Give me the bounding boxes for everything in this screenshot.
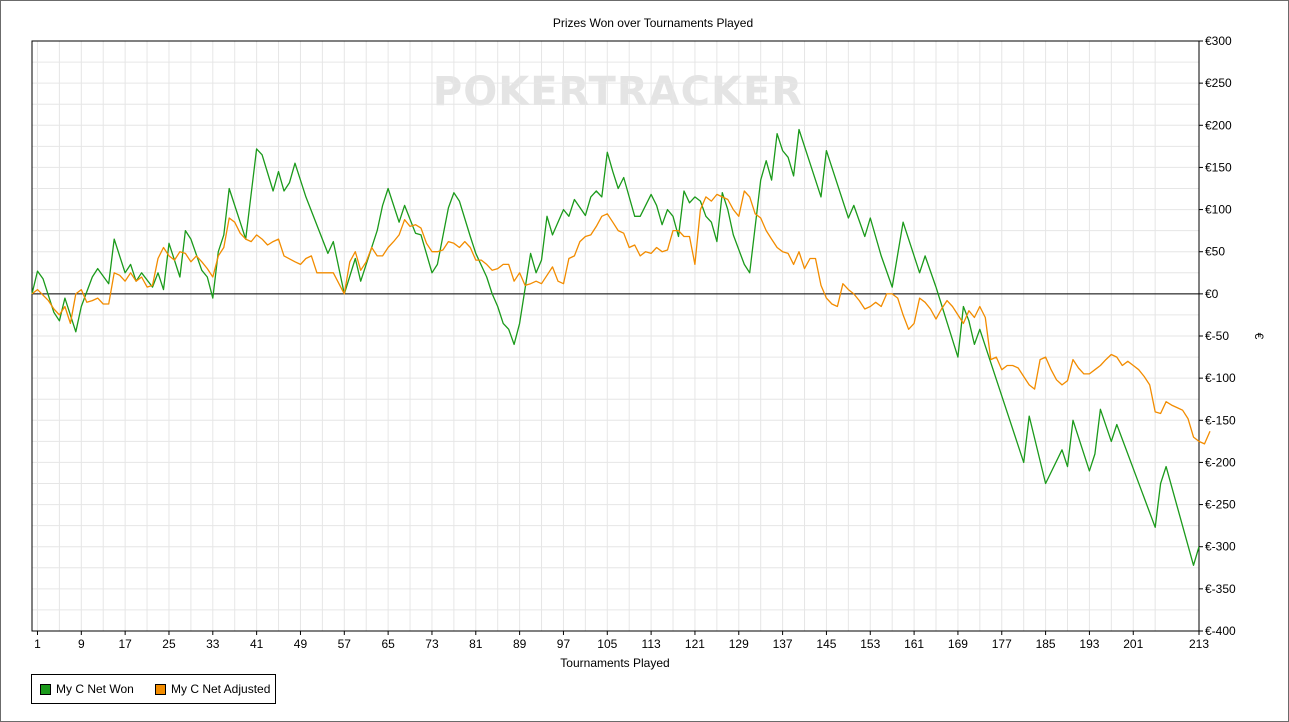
y-tick-label: €0 xyxy=(1205,287,1219,301)
x-tick-label: 121 xyxy=(685,637,705,651)
x-tick-label: 73 xyxy=(425,637,439,651)
x-tick-label: 161 xyxy=(904,637,924,651)
x-axis-label: Tournaments Played xyxy=(560,656,669,670)
grid-lines xyxy=(32,40,1200,632)
x-tick-label: 41 xyxy=(250,637,264,651)
x-tick-label: 145 xyxy=(816,637,836,651)
x-tick-label: 177 xyxy=(992,637,1012,651)
x-tick-label: 1 xyxy=(34,637,41,651)
x-tick-label: 81 xyxy=(469,637,483,651)
x-tick-label: 201 xyxy=(1123,637,1143,651)
x-tick-label: 65 xyxy=(381,637,395,651)
legend-swatch-net-won xyxy=(40,683,51,695)
series-line-net-adjusted xyxy=(31,190,1211,445)
chart-legend: My C Net Won My C Net Adjusted xyxy=(31,674,276,704)
y-tick-label: €-100 xyxy=(1205,371,1236,385)
x-tick-label: 105 xyxy=(597,637,617,651)
chart-title: Prizes Won over Tournaments Played xyxy=(553,16,753,30)
y-tick-label: €150 xyxy=(1205,160,1232,174)
legend-item-net-won: My C Net Won xyxy=(40,682,134,696)
y-tick-label: €-400 xyxy=(1205,624,1236,638)
watermark-logo: POKERTRACKER xyxy=(433,69,803,115)
x-tick-label: 89 xyxy=(513,637,527,651)
x-tick-label: 137 xyxy=(773,637,793,651)
y-tick-label: €-50 xyxy=(1205,329,1229,343)
x-tick-label: 17 xyxy=(118,637,132,651)
x-tick-label: 193 xyxy=(1079,637,1099,651)
x-tick-label: 129 xyxy=(729,637,749,651)
x-axis-ticks: 1 9 17 25 33 41 49 57 65 73 81 89 97 105 113 121 129 137 1… xyxy=(34,631,1209,651)
legend-item-net-adjusted: My C Net Adjusted xyxy=(155,682,270,696)
y-tick-label: €250 xyxy=(1205,76,1232,90)
y-tick-label: €100 xyxy=(1205,203,1232,217)
y-tick-label: €-350 xyxy=(1205,582,1236,596)
x-tick-label: 49 xyxy=(294,637,308,651)
y-tick-label: €300 xyxy=(1205,34,1232,48)
legend-label-net-won: My C Net Won xyxy=(56,682,134,696)
y-tick-label: €-250 xyxy=(1205,498,1236,512)
y-axis-label: € xyxy=(1252,333,1266,340)
legend-swatch-net-adjusted xyxy=(155,683,166,695)
x-tick-label: 97 xyxy=(557,637,571,651)
y-tick-label: €50 xyxy=(1205,245,1225,259)
y-tick-label: €-200 xyxy=(1205,455,1236,469)
x-tick-label: 9 xyxy=(78,637,85,651)
x-tick-label: 33 xyxy=(206,637,220,651)
series-layer xyxy=(31,128,1211,566)
y-tick-label: €200 xyxy=(1205,118,1232,132)
y-axis-ticks: €300 €250 €200 €150 €100 €50 €0 €-50 €-100 €-150 €… xyxy=(1199,34,1236,638)
x-tick-label: 113 xyxy=(642,637,661,651)
x-tick-label: 213 xyxy=(1189,637,1209,651)
x-tick-label: 185 xyxy=(1036,637,1056,651)
x-tick-label: 25 xyxy=(162,637,176,651)
x-tick-label: 169 xyxy=(948,637,968,651)
x-tick-label: 57 xyxy=(338,637,352,651)
y-tick-label: €-300 xyxy=(1205,540,1236,554)
x-tick-label: 153 xyxy=(860,637,880,651)
legend-label-net-adjusted: My C Net Adjusted xyxy=(171,682,271,696)
y-tick-label: €-150 xyxy=(1205,413,1236,427)
series-line-net-won xyxy=(31,128,1200,566)
